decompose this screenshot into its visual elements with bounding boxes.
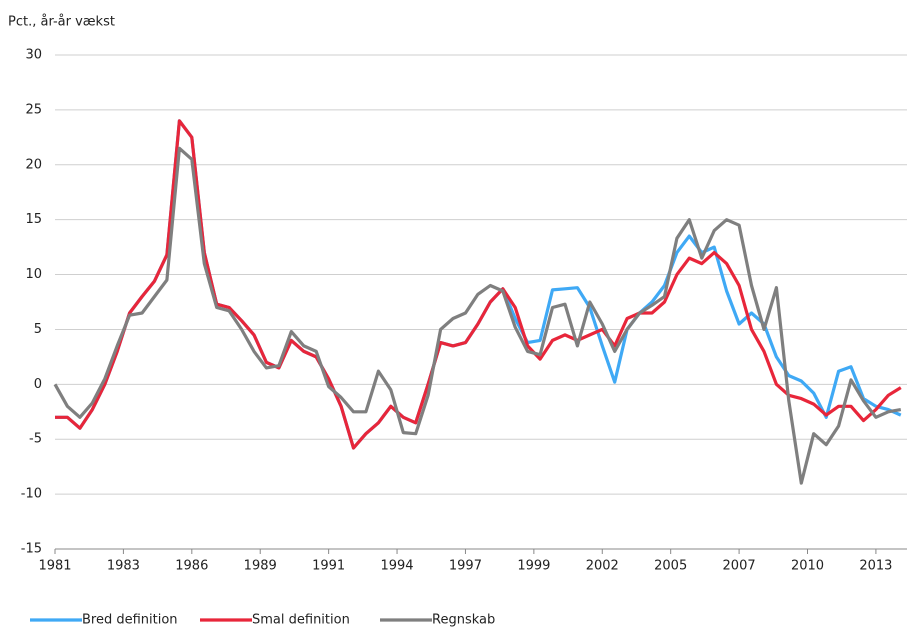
series-line — [53, 146, 902, 485]
x-tick-label: 2002 — [586, 559, 619, 574]
x-tick-label: 1986 — [175, 559, 208, 574]
x-tick-label: 2005 — [654, 559, 687, 574]
legend-label: Regnskab — [432, 613, 495, 628]
x-tick-label: 2007 — [723, 559, 756, 574]
x-tick-label: 2013 — [859, 559, 892, 574]
y-tick-label: -15 — [21, 542, 42, 557]
y-tick-label: -10 — [21, 487, 42, 502]
y-tick-label: 30 — [25, 48, 42, 63]
series-line — [55, 119, 902, 450]
legend-label: Bred definition — [82, 613, 178, 628]
y-tick-label: 0 — [34, 377, 42, 392]
y-tick-label: 20 — [25, 157, 42, 172]
y-tick-label: 5 — [34, 322, 42, 337]
y-tick-label: 15 — [25, 212, 42, 227]
x-tick-label: 1981 — [38, 559, 71, 574]
y-axis-label: Pct., år-år vækst — [8, 15, 115, 30]
y-tick-label: -5 — [29, 432, 42, 447]
x-tick-label: 1999 — [517, 559, 550, 574]
x-tick-label: 1994 — [380, 559, 413, 574]
x-tick-label: 1997 — [449, 559, 482, 574]
x-tick-label: 1983 — [107, 559, 140, 574]
legend-label: Smal definition — [252, 613, 350, 628]
y-tick-label: 25 — [25, 102, 42, 117]
series-line — [55, 119, 902, 450]
x-tick-label: 1989 — [244, 559, 277, 574]
x-tick-label: 1991 — [312, 559, 345, 574]
y-tick-label: 10 — [25, 267, 42, 282]
x-tick-label: 2010 — [791, 559, 824, 574]
